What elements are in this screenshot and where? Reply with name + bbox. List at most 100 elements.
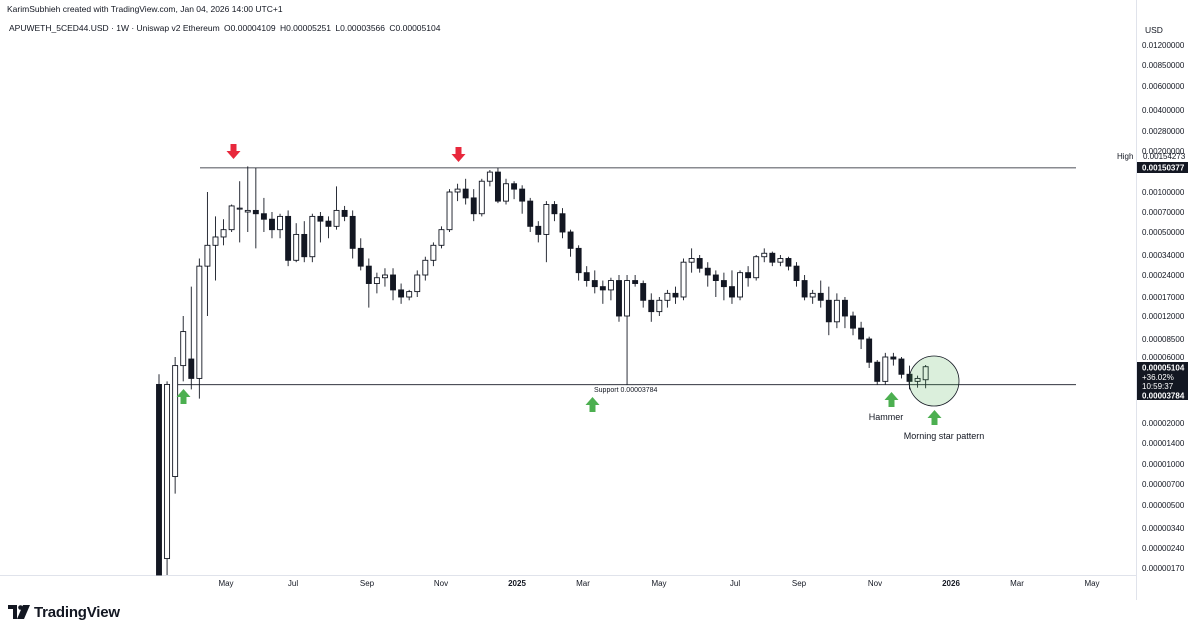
candle[interactable] [252, 168, 259, 249]
candle[interactable] [769, 251, 776, 267]
candle[interactable] [793, 262, 800, 287]
candle[interactable] [317, 212, 324, 243]
candle[interactable] [801, 275, 808, 301]
candle[interactable] [462, 178, 469, 205]
candle[interactable] [204, 192, 211, 316]
candle[interactable] [745, 266, 752, 287]
candle[interactable] [446, 189, 453, 232]
candle[interactable] [543, 201, 550, 263]
candle[interactable] [228, 204, 235, 232]
candle[interactable] [640, 280, 647, 308]
candle[interactable] [156, 374, 162, 576]
candle[interactable] [486, 170, 493, 187]
candle[interactable] [519, 185, 526, 214]
candle[interactable] [196, 258, 203, 399]
candle[interactable] [567, 229, 574, 257]
candle[interactable] [422, 256, 429, 281]
candle[interactable] [882, 352, 889, 385]
candle[interactable] [616, 275, 622, 322]
candle[interactable] [220, 219, 227, 246]
candle[interactable] [712, 270, 719, 297]
candle[interactable] [729, 270, 735, 304]
candle[interactable] [874, 360, 881, 385]
candle[interactable] [260, 197, 267, 232]
candle[interactable] [583, 266, 590, 287]
candle[interactable] [341, 205, 348, 222]
candle[interactable] [737, 270, 743, 301]
candle[interactable] [164, 381, 171, 575]
candle[interactable] [599, 280, 606, 304]
price-axis[interactable]: 0.01200000 0.00850000 0.00600000 0.00400000… [1142, 41, 1185, 573]
candle[interactable] [349, 210, 356, 259]
candle[interactable] [624, 275, 631, 385]
candle[interactable] [632, 275, 639, 287]
candle[interactable] [866, 336, 873, 368]
candle[interactable] [470, 189, 477, 222]
candle[interactable] [761, 248, 768, 263]
candle[interactable] [575, 245, 582, 281]
candle[interactable] [188, 286, 195, 390]
currency-label[interactable]: USD [1145, 25, 1163, 35]
candle[interactable] [180, 316, 187, 382]
candle[interactable] [704, 262, 711, 287]
candle[interactable] [478, 178, 485, 217]
candle[interactable] [503, 178, 509, 205]
candle[interactable] [680, 258, 687, 301]
candle[interactable] [269, 212, 275, 239]
candle[interactable] [656, 297, 663, 316]
candle[interactable] [753, 255, 760, 281]
candle[interactable] [785, 256, 792, 271]
candle[interactable] [922, 365, 929, 389]
candle[interactable] [551, 201, 558, 222]
candle[interactable] [398, 283, 405, 304]
price-chart[interactable]: USD 0.01200000 0.00850000 0.00600000 0.0040… [0, 0, 1200, 600]
candle[interactable] [285, 210, 292, 267]
candle[interactable] [535, 221, 542, 243]
candle[interactable] [414, 270, 421, 297]
candle[interactable] [890, 352, 897, 366]
candle[interactable] [696, 255, 703, 273]
candle[interactable] [430, 242, 437, 267]
candle[interactable] [212, 216, 219, 281]
candle[interactable] [236, 181, 243, 243]
candle[interactable] [672, 286, 679, 304]
candle[interactable] [607, 277, 614, 301]
time-axis[interactable]: May Jul Sep Nov 2025 Mar May Jul Sep Nov 2026 Mar Ma… [218, 579, 1099, 588]
candle[interactable] [357, 238, 364, 271]
candle[interactable] [858, 321, 865, 350]
candle[interactable] [664, 289, 671, 308]
candle[interactable] [293, 223, 300, 263]
candle[interactable] [382, 268, 388, 287]
candle[interactable] [809, 289, 816, 304]
candle[interactable] [333, 186, 340, 230]
candle[interactable] [527, 197, 534, 232]
candle[interactable] [898, 357, 905, 379]
candle[interactable] [454, 183, 461, 202]
candle[interactable] [817, 280, 824, 308]
candle[interactable] [842, 297, 848, 329]
candle[interactable] [825, 286, 832, 336]
candle[interactable] [777, 255, 784, 267]
candle[interactable] [373, 272, 380, 294]
morning-star-highlight[interactable] [908, 355, 960, 407]
candle[interactable] [309, 213, 316, 263]
symbol-legend[interactable]: APUWETH_5CED44.USD · 1W · Uniswap v2 Eth… [9, 23, 442, 33]
candle[interactable] [365, 258, 372, 308]
candle[interactable] [172, 357, 179, 494]
candle[interactable] [438, 226, 445, 249]
candle[interactable] [406, 289, 413, 301]
candle[interactable] [390, 268, 396, 301]
candle[interactable] [720, 272, 727, 301]
candle[interactable] [511, 181, 518, 200]
candle[interactable] [833, 293, 840, 329]
candle[interactable] [688, 248, 695, 273]
candle[interactable] [244, 166, 251, 232]
tradingview-footer[interactable]: TradingView [8, 600, 120, 624]
candle[interactable] [559, 208, 566, 239]
candle[interactable] [648, 293, 655, 322]
candle[interactable] [277, 213, 283, 239]
candle[interactable] [301, 221, 308, 263]
candle[interactable] [914, 375, 921, 388]
candle[interactable] [850, 311, 856, 336]
candle[interactable] [494, 168, 501, 204]
